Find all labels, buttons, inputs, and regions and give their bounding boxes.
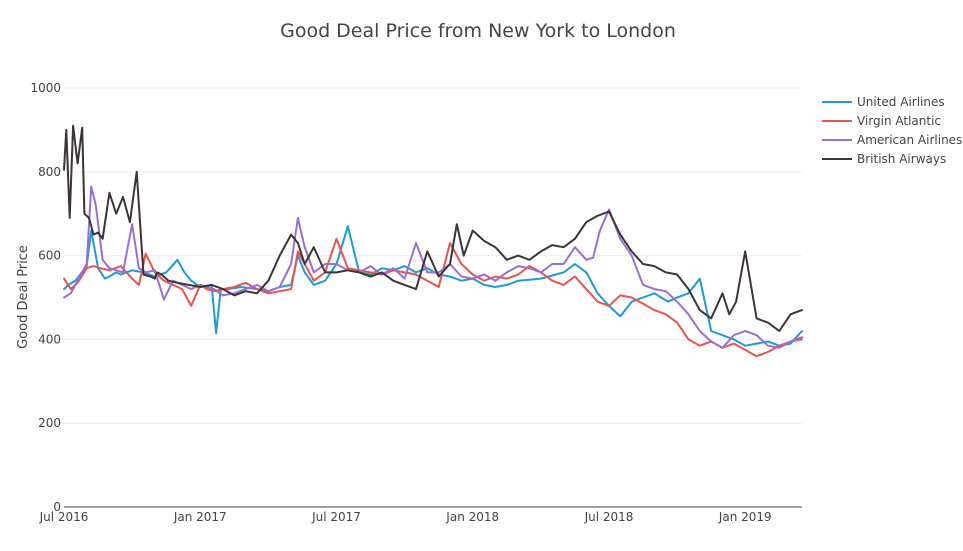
x-tick-label: Jul 2018	[584, 510, 634, 524]
legend-item[interactable]: British Airways	[822, 152, 946, 166]
y-tick-label: 600	[38, 249, 61, 263]
y-tick-label: 200	[38, 416, 61, 430]
legend-label: United Airlines	[857, 95, 945, 109]
legend-label: Virgin Atlantic	[857, 114, 941, 128]
x-tick-label: Jan 2017	[173, 510, 227, 524]
x-tick-label: Jan 2018	[445, 510, 499, 524]
grid	[64, 87, 802, 424]
legend-label: British Airways	[857, 152, 946, 166]
legend-label: American Airlines	[857, 133, 962, 147]
y-tick-label: 400	[38, 332, 61, 346]
y-tick-label: 800	[38, 165, 61, 179]
legend-item[interactable]: Virgin Atlantic	[822, 114, 941, 128]
x-tick-label: Jan 2019	[718, 510, 772, 524]
x-tick-label: Jul 2017	[311, 510, 361, 524]
series-area	[63, 124, 803, 358]
series-line-british-airways	[63, 124, 803, 332]
axes: 0 200 400 600 800 1000 Jul 2016 Jan 2017 Jul 201…	[30, 81, 802, 524]
chart-title: Good Deal Price from New York to London	[280, 20, 676, 42]
series-line-virgin-atlantic	[63, 237, 803, 358]
legend-item[interactable]: United Airlines	[822, 95, 945, 109]
legend-item[interactable]: American Airlines	[822, 133, 962, 147]
y-axis-label: Good Deal Price	[16, 245, 31, 349]
y-tick-label: 0	[53, 500, 61, 514]
series-line-american-airlines	[63, 185, 803, 349]
x-tick-label: Jul 2016	[39, 510, 89, 524]
y-tick-label: 1000	[30, 81, 61, 95]
legend: United Airlines Virgin Atlantic American A…	[822, 95, 962, 166]
series-line-united-airlines	[63, 225, 803, 347]
